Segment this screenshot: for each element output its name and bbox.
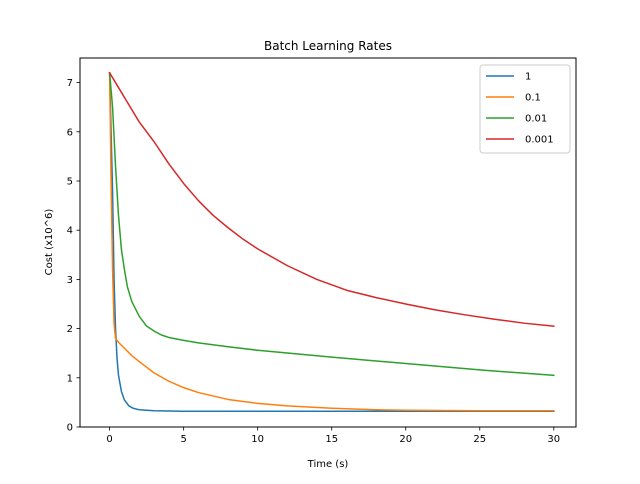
plot-area: 0 5 10 15 20 25 30 0 1 2 3 4 5 6 7 [67, 57, 577, 445]
series-line-3 [108, 71, 555, 327]
x-tick-label: 15 [325, 434, 338, 445]
legend-label: 0.1 [525, 93, 541, 104]
plot-frame [79, 57, 577, 428]
y-tick-label: 2 [67, 324, 73, 335]
legend-label: 1 [525, 72, 531, 83]
x-tick-label: 10 [251, 434, 264, 445]
series-group [108, 71, 555, 413]
x-tick-label: 25 [473, 434, 486, 445]
legend: 1 0.1 0.01 0.001 [479, 64, 571, 154]
x-tick-label: 0 [106, 434, 112, 445]
y-tick-label: 6 [67, 127, 73, 138]
series-line-0 [108, 71, 555, 413]
x-tick-label: 5 [180, 434, 186, 445]
y-tick-label: 5 [67, 177, 73, 188]
y-tick-label: 0 [67, 423, 73, 434]
series-line-2 [108, 71, 555, 377]
legend-box [479, 64, 571, 154]
legend-label: 0.001 [525, 135, 554, 146]
y-axis-label: Cost (x10^6) [44, 209, 55, 276]
x-tick-label: 20 [399, 434, 412, 445]
y-axis-ticks: 0 1 2 3 4 5 6 7 [67, 78, 80, 434]
legend-label: 0.01 [525, 114, 547, 125]
y-tick-label: 3 [67, 275, 73, 286]
series-line-1 [108, 71, 555, 412]
x-axis-label: Time (s) [307, 459, 349, 470]
y-tick-label: 1 [67, 373, 73, 384]
y-tick-label: 4 [67, 226, 73, 237]
x-axis-ticks: 0 5 10 15 20 25 30 [106, 427, 560, 445]
chart-title: Batch Learning Rates [264, 39, 392, 53]
x-tick-label: 30 [547, 434, 560, 445]
y-tick-label: 7 [67, 78, 73, 89]
